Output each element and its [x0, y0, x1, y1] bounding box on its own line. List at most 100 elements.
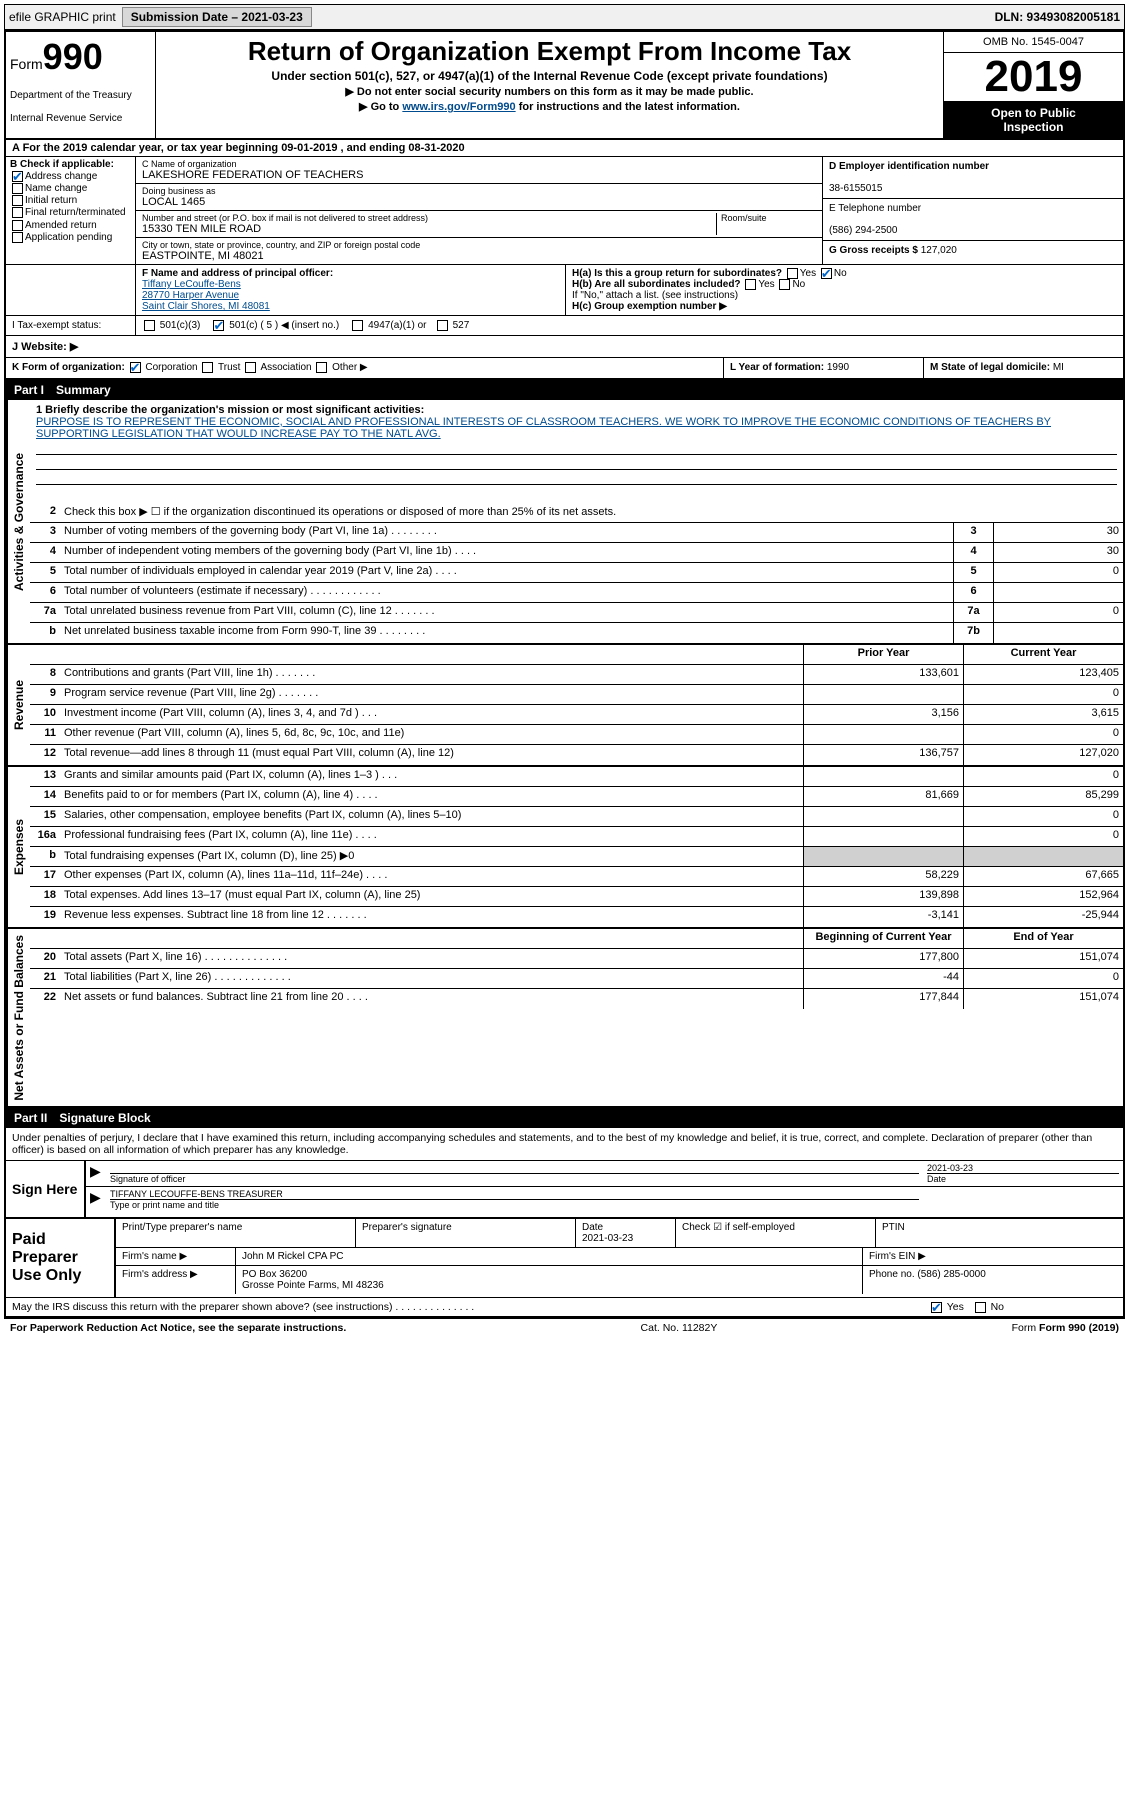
- l13-p: [803, 767, 963, 786]
- sig-name-lbl: Type or print name and title: [110, 1199, 919, 1210]
- discuss-row: May the IRS discuss this return with the…: [6, 1297, 1123, 1316]
- checkbox-icon[interactable]: [352, 320, 363, 331]
- j-label: J Website: ▶: [12, 341, 78, 353]
- ck-application[interactable]: Application pending: [10, 232, 131, 243]
- rev-hdr: Prior YearCurrent Year: [30, 645, 1123, 665]
- subtitle-2: ▶ Do not enter social security numbers o…: [164, 85, 935, 98]
- l11-p: [803, 725, 963, 744]
- f-label: F Name and address of principal officer:: [142, 268, 333, 279]
- i-options: 501(c)(3) 501(c) ( 5 ) ◀ (insert no.) 49…: [136, 316, 1123, 335]
- l22-desc: Net assets or fund balances. Subtract li…: [60, 989, 803, 1009]
- officer-addr2[interactable]: Saint Clair Shores, MI 48081: [142, 301, 270, 312]
- irs-link[interactable]: www.irs.gov/Form990: [402, 101, 515, 113]
- checkbox-icon[interactable]: [316, 362, 327, 373]
- l16b-desc: Total fundraising expenses (Part IX, col…: [60, 847, 803, 866]
- checkbox-icon[interactable]: [437, 320, 448, 331]
- line-2: 2Check this box ▶ ☐ if the organization …: [30, 503, 1123, 523]
- submission-date-btn[interactable]: Submission Date – 2021-03-23: [122, 7, 312, 27]
- part1-num: Part I: [14, 383, 44, 397]
- goto-post: for instructions and the latest informat…: [516, 101, 740, 113]
- dba-value: LOCAL 1465: [142, 196, 816, 208]
- prep-ptin-lbl: PTIN: [876, 1219, 1123, 1247]
- sig-name-line: ▶ TIFFANY LECOUFFE-BENS TREASURERType or…: [86, 1187, 1123, 1212]
- form-ref-val: Form 990 (2019): [1039, 1322, 1119, 1334]
- checkbox-icon[interactable]: [745, 279, 756, 290]
- f-officer: F Name and address of principal officer:…: [136, 265, 566, 315]
- mission-text: PURPOSE IS TO REPRESENT THE ECONOMIC, SO…: [36, 416, 1051, 440]
- header-left: Form990 Department of the Treasury Inter…: [6, 32, 156, 138]
- l17-c: 67,665: [963, 867, 1123, 886]
- subtitle-1: Under section 501(c), 527, or 4947(a)(1)…: [164, 69, 935, 83]
- line-16a: 16aProfessional fundraising fees (Part I…: [30, 827, 1123, 847]
- sig-officer: Signature of officer: [106, 1161, 923, 1186]
- k-trust: Trust: [218, 363, 240, 374]
- checkbox-icon[interactable]: [213, 320, 224, 331]
- l18-desc: Total expenses. Add lines 13–17 (must eq…: [60, 887, 803, 906]
- line-15: 15Salaries, other compensation, employee…: [30, 807, 1123, 827]
- discuss-text: May the IRS discuss this return with the…: [6, 1298, 923, 1316]
- line-19: 19Revenue less expenses. Subtract line 1…: [30, 907, 1123, 927]
- tax-year: 2019: [944, 53, 1123, 102]
- city-label: City or town, state or province, country…: [142, 240, 816, 250]
- checkbox-icon[interactable]: [821, 268, 832, 279]
- no-lbl: No: [834, 268, 847, 279]
- col-prior: Prior Year: [803, 645, 963, 664]
- org-name-label: C Name of organization: [142, 159, 816, 169]
- hb-row: H(b) Are all subordinates included? Yes …: [572, 279, 1117, 290]
- dept-treasury: Department of the Treasury: [10, 90, 151, 101]
- l8-c: 123,405: [963, 665, 1123, 684]
- col-c: C Name of organization LAKESHORE FEDERAT…: [136, 157, 823, 264]
- checkbox-icon[interactable]: [779, 279, 790, 290]
- l11-c: 0: [963, 725, 1123, 744]
- yes-lbl: Yes: [947, 1301, 964, 1313]
- gov-body: 1 Briefly describe the organization's mi…: [30, 400, 1123, 643]
- ck-name-lbl: Name change: [25, 183, 87, 194]
- ha-text: H(a) Is this a group return for subordin…: [572, 268, 782, 279]
- l16b-c: [963, 847, 1123, 866]
- line-7b: bNet unrelated business taxable income f…: [30, 623, 1123, 643]
- sig-name-val: TIFFANY LECOUFFE-BENS TREASURER: [110, 1189, 283, 1199]
- checkbox-icon[interactable]: [130, 362, 141, 373]
- checkbox-icon[interactable]: [245, 362, 256, 373]
- sig-date-lbl: Date: [927, 1173, 1119, 1184]
- ck-address[interactable]: Address change: [10, 171, 131, 182]
- prep-name-lbl: Print/Type preparer's name: [116, 1219, 356, 1247]
- checkbox-icon[interactable]: [144, 320, 155, 331]
- discuss-yn: Yes No: [923, 1298, 1123, 1316]
- checkbox-icon[interactable]: [975, 1302, 986, 1313]
- preparer-label: Paid Preparer Use Only: [6, 1219, 116, 1297]
- officer-name[interactable]: Tiffany LeCouffe-Bens: [142, 279, 241, 290]
- line-12: 12Total revenue—add lines 8 through 11 (…: [30, 745, 1123, 765]
- checkbox-icon[interactable]: [787, 268, 798, 279]
- cat-no: Cat. No. 11282Y: [641, 1322, 718, 1334]
- sec-revenue: Revenue Prior YearCurrent Year 8Contribu…: [6, 645, 1123, 767]
- firm-phone-cell: Phone no. (586) 285-0000: [863, 1266, 1123, 1294]
- city-row: City or town, state or province, country…: [136, 238, 822, 264]
- l8-desc: Contributions and grants (Part VIII, lin…: [60, 665, 803, 684]
- sign-here-label: Sign Here: [6, 1161, 86, 1217]
- k-block: K Form of organization: Corporation Trus…: [6, 358, 723, 377]
- line-14: 14Benefits paid to or for members (Part …: [30, 787, 1123, 807]
- m-label: M State of legal domicile:: [930, 362, 1050, 373]
- ck-initial[interactable]: Initial return: [10, 195, 131, 206]
- l-label: L Year of formation:: [730, 362, 824, 373]
- open-line2: Inspection: [1003, 120, 1063, 134]
- col-b: B Check if applicable: Address change Na…: [6, 157, 136, 264]
- checkbox-icon[interactable]: [202, 362, 213, 373]
- l8-p: 133,601: [803, 665, 963, 684]
- line-3: 3Number of voting members of the governi…: [30, 523, 1123, 543]
- ck-final[interactable]: Final return/terminated: [10, 207, 131, 218]
- ck-amended[interactable]: Amended return: [10, 220, 131, 231]
- ck-amend-lbl: Amended return: [25, 220, 97, 231]
- l6-val: [993, 583, 1123, 602]
- ck-name[interactable]: Name change: [10, 183, 131, 194]
- part1-header: Part I Summary: [6, 380, 1123, 400]
- checkbox-icon[interactable]: [931, 1302, 942, 1313]
- omb-number: OMB No. 1545-0047: [944, 32, 1123, 53]
- form-body: Form990 Department of the Treasury Inter…: [4, 30, 1125, 1318]
- l19-p: -3,141: [803, 907, 963, 927]
- sig-right: ▶ Signature of officer 2021-03-23Date ▶ …: [86, 1161, 1123, 1217]
- line-11: 11Other revenue (Part VIII, column (A), …: [30, 725, 1123, 745]
- line-16b: bTotal fundraising expenses (Part IX, co…: [30, 847, 1123, 867]
- officer-addr1[interactable]: 28770 Harper Avenue: [142, 290, 239, 301]
